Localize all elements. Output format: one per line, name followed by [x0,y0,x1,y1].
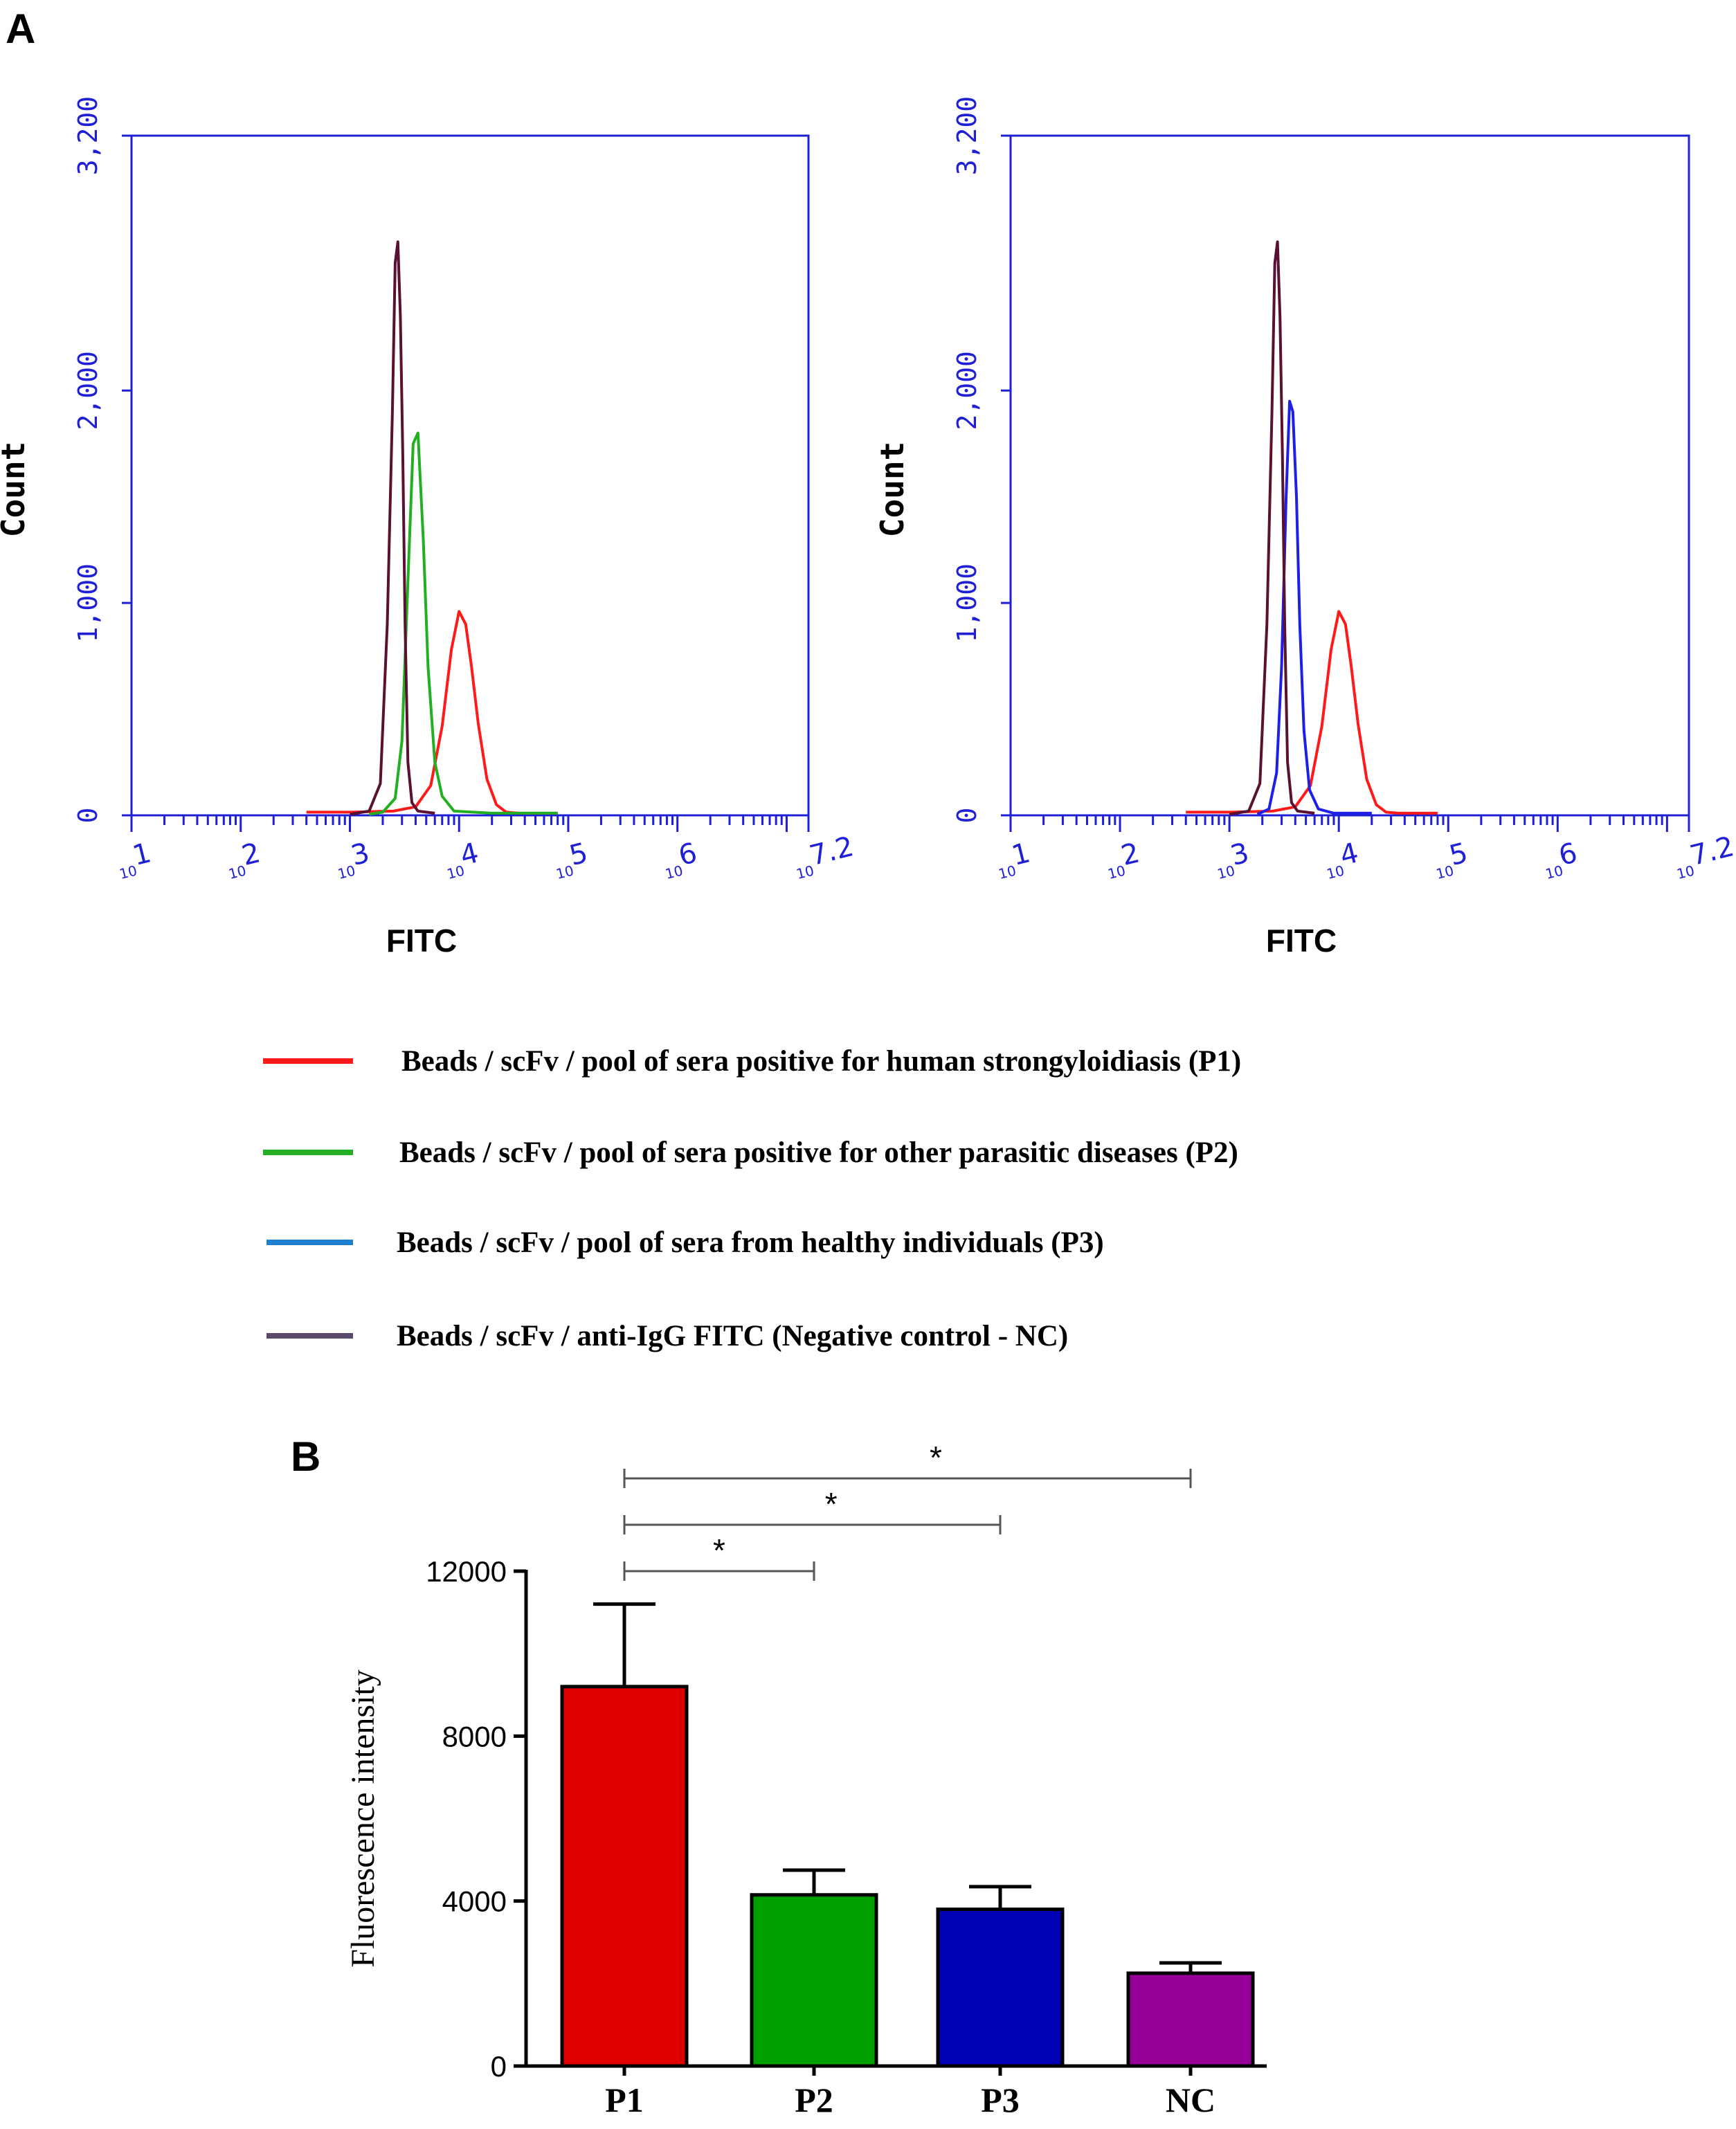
x-tick-base: 10 [1675,862,1697,882]
y-tick-label: 2,000 [952,351,982,430]
x-tick-label: 106 [658,837,702,882]
x-tick-label: 104 [440,837,484,882]
bar-p3 [936,1908,1065,2068]
plot-frame [130,134,810,817]
y-tick-label: 0 [491,2050,507,2083]
x-tick-label: P2 [795,2081,833,2119]
legend-label: Beads / scFv / anti-IgG FITC (Negative c… [397,1320,1068,1352]
bar-nc [1126,1971,1255,2068]
significance-star: * [930,1440,942,1476]
y-axis-label: Count [0,442,32,537]
y-tick-label: 3,200 [73,96,103,175]
y-axis-label: Count [874,442,911,537]
series-line-nc [1229,240,1315,816]
x-tick-base: 10 [997,862,1018,882]
series-line-nc [350,240,435,816]
legend-label: Beads / scFv / pool of sera positive for… [401,1045,1241,1078]
y-tick-label: 2,000 [73,351,103,430]
x-tick-base: 10 [1544,862,1565,882]
x-tick-exponent: 7.2 [1687,831,1736,872]
x-tick-base: 10 [227,862,248,882]
x-tick-label: 104 [1320,837,1364,882]
x-tick-base: 10 [554,862,576,882]
legend-label: Beads / scFv / pool of sera positive for… [399,1136,1238,1169]
x-tick-base: 10 [1325,862,1346,882]
x-tick-label: 106 [1539,837,1582,882]
x-tick-base: 10 [445,862,467,882]
x-tick-label: P1 [605,2081,644,2119]
y-tick-label: 0 [952,808,982,824]
panel-b-label: B [291,1433,320,1480]
significance-star: * [713,1532,725,1568]
x-tick-base: 10 [1434,862,1456,882]
y-tick-label: 1,000 [952,563,982,642]
bar-p1 [560,1685,689,2068]
x-tick-label: 107.2 [1670,831,1736,882]
x-tick-base: 10 [336,862,357,882]
y-tick-label: 12000 [426,1555,507,1588]
x-tick-label: 107.2 [789,831,858,882]
x-tick-base: 10 [795,862,816,882]
y-tick-label: 0 [73,808,103,824]
y-axis-label: Fluorescence intensity [345,1669,381,1968]
series-line-p1 [1186,610,1438,815]
plot-frame [1009,134,1690,817]
x-tick-label: NC [1166,2081,1215,2119]
series-line-p3 [1256,399,1372,816]
x-axis-label: FITC [1266,923,1337,959]
x-tick-exponent: 7.2 [806,831,857,872]
y-tick-label: 3,200 [952,96,982,175]
y-tick-label: 1,000 [73,563,103,642]
y-tick-label: 8000 [442,1720,507,1752]
series-line-p2 [368,431,558,816]
panel-a-label: A [6,6,35,52]
x-tick-label: 102 [221,837,265,882]
x-tick-label: 102 [1101,837,1144,882]
x-tick-base: 10 [118,862,139,882]
x-tick-base: 10 [1106,862,1128,882]
histogram-left: 01,0002,0003,200101102103104105106107.2C… [0,96,858,959]
bar-chart: 0 4000 8000 12000 Fluorescence intensity P1 P2… [345,1440,1267,2119]
legend-label: Beads / scFv / pool of sera from healthy… [397,1226,1104,1259]
x-tick-base: 10 [664,862,685,882]
x-tick-label: 103 [1211,837,1254,882]
bar-p2 [750,1893,878,2068]
x-tick-label: 101 [991,837,1035,882]
x-tick-base: 10 [1215,862,1237,882]
significance-star: * [825,1486,838,1522]
x-tick-label: 105 [1429,837,1473,882]
x-axis-label: FITC [386,923,457,959]
y-tick-label: 4000 [442,1885,507,1918]
legend: Beads / scFv / pool of sera positive for… [263,1045,1241,1352]
histogram-right: 01,0002,0003,200101102103104105106107.2C… [874,96,1736,959]
x-tick-label: 105 [549,837,593,882]
x-tick-label: 101 [112,837,156,882]
x-tick-label: 103 [331,837,374,882]
x-tick-label: P3 [981,2081,1020,2119]
